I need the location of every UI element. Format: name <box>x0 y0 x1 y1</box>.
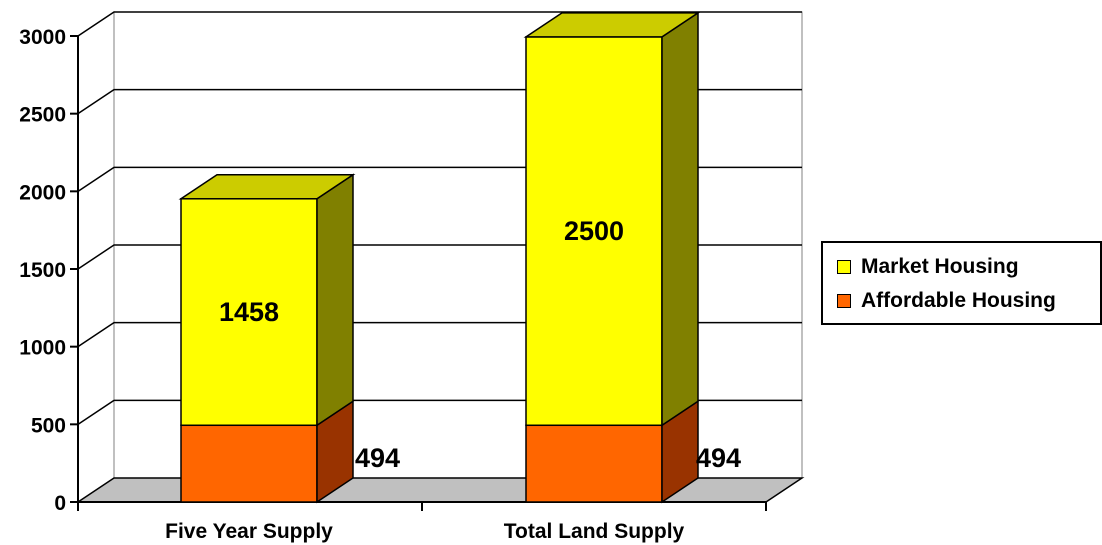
labels: Five Year Supply Total Land Supply 494 1458… <box>165 216 741 543</box>
y-tick-label-2500: 2500 <box>19 104 66 127</box>
legend-label-affordable-housing: Affordable Housing <box>861 289 1056 312</box>
bar-front-market-housing-1 <box>525 36 663 427</box>
legend: Market Housing Affordable Housing <box>821 241 1102 325</box>
y-tick-label-3000: 3000 <box>19 26 66 49</box>
legend-item-market-housing: Market Housing <box>837 255 1019 279</box>
bar-top-1 <box>523 12 701 38</box>
x-category-label-1: Total Land Supply <box>504 520 685 543</box>
gridline-3000 <box>77 11 802 37</box>
bar-top-0 <box>178 174 356 200</box>
bar-front-affordable-housing-1 <box>525 424 663 503</box>
bar-front-affordable-housing-0 <box>180 424 318 503</box>
y-tick-label-1500: 1500 <box>19 259 66 282</box>
legend-swatch-market-housing <box>837 260 851 274</box>
legend-item-affordable-housing: Affordable Housing <box>837 289 1056 313</box>
legend-label-market-housing: Market Housing <box>861 255 1019 278</box>
y-tick-label-1000: 1000 <box>19 337 66 360</box>
data-label-affordable-total: 494 <box>696 443 741 473</box>
data-label-market-five-year: 1458 <box>219 297 279 327</box>
data-label-market-total: 2500 <box>564 216 624 246</box>
bars <box>178 11 701 504</box>
data-label-affordable-five-year: 494 <box>355 443 400 473</box>
y-tick-label-0: 0 <box>54 492 66 515</box>
x-category-label-0: Five Year Supply <box>165 520 333 543</box>
bar-front-market-housing-0 <box>180 198 318 427</box>
legend-swatch-affordable-housing <box>837 294 851 308</box>
y-tick-label-2000: 2000 <box>19 181 66 204</box>
bar-side-market-housing-1 <box>661 11 699 427</box>
bar-side-market-housing-0 <box>316 173 354 427</box>
y-tick-label-500: 500 <box>31 414 66 437</box>
